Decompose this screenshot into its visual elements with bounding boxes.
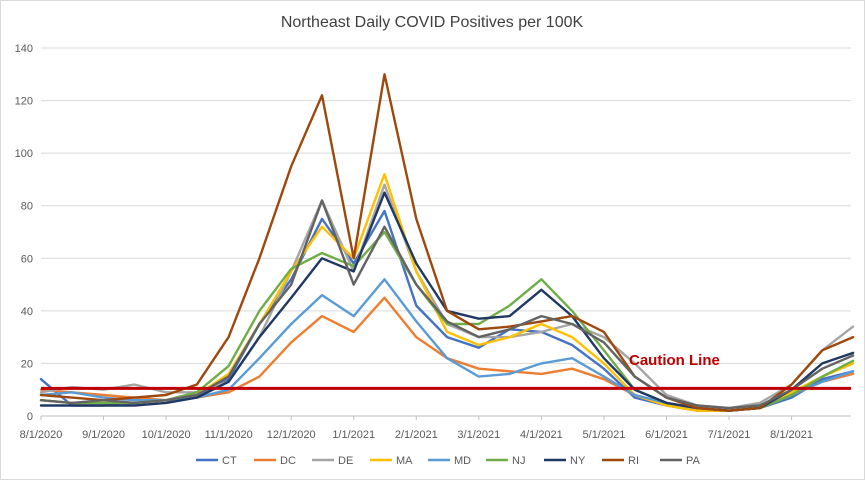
legend-label: PA	[686, 455, 701, 467]
series-lines	[39, 73, 855, 412]
y-tick-label: 80	[21, 201, 33, 213]
legend-label: DC	[280, 455, 296, 467]
legend-label: RI	[628, 455, 639, 467]
x-tick-label: 8/1/2021	[770, 429, 813, 441]
x-tick-label: 2/1/2021	[395, 429, 438, 441]
y-tick-label: 20	[21, 358, 33, 370]
series-line-ma	[39, 172, 855, 412]
x-tick-label: 12/1/2020	[267, 429, 316, 441]
series-line-ri	[39, 73, 855, 412]
y-tick-label: 100	[15, 148, 33, 160]
legend-item-ny: NY	[544, 455, 586, 467]
series-line-pa	[39, 199, 855, 410]
legend-item-pa: PA	[660, 455, 701, 467]
gridlines	[41, 47, 851, 417]
legend-label: MD	[454, 455, 471, 467]
x-tick-label: 7/1/2021	[708, 429, 751, 441]
legend-item-ri: RI	[602, 455, 639, 467]
x-tick-label: 8/1/2020	[20, 429, 63, 441]
legend-item-ma: MA	[370, 455, 413, 467]
caution-line-group: Caution Line	[41, 352, 851, 390]
chart-title: Northeast Daily COVID Positives per 100K	[281, 14, 584, 31]
legend-label: CT	[222, 455, 237, 467]
legend-label: NJ	[512, 455, 525, 467]
x-tick-label: 10/1/2020	[142, 429, 191, 441]
y-tick-label: 40	[21, 306, 33, 318]
y-axis-ticks: 0 20 40 60 80 100 120 140	[15, 43, 33, 423]
x-tick-label: 5/1/2021	[583, 429, 626, 441]
y-tick-label: 140	[15, 43, 33, 55]
x-tick-label: 9/1/2020	[82, 429, 125, 441]
y-tick-label: 120	[15, 96, 33, 108]
x-tick-label: 6/1/2021	[645, 429, 688, 441]
legend-label: DE	[338, 455, 353, 467]
caution-line-label: Caution Line	[629, 352, 720, 369]
legend-item-nj: NJ	[486, 455, 525, 467]
series-line-ny	[39, 191, 855, 412]
x-tick-label: 11/1/2020	[205, 429, 253, 441]
x-tick-label: 4/1/2021	[520, 429, 563, 441]
y-tick-label: 60	[21, 253, 33, 265]
legend-item-de: DE	[312, 455, 353, 467]
x-axis-ticks: 8/1/2020 9/1/2020 10/1/2020 11/1/2020 12/1/2…	[20, 415, 851, 441]
legend-label: NY	[570, 455, 586, 467]
x-tick-label: 1/1/2021	[332, 429, 375, 441]
series-line-de	[39, 183, 855, 410]
legend-label: MA	[396, 455, 413, 467]
legend: CT DC DE MA MD NJ NY RI PA	[196, 455, 701, 467]
y-tick-label: 0	[27, 411, 33, 423]
legend-item-dc: DC	[254, 455, 296, 467]
legend-item-ct: CT	[196, 455, 237, 467]
legend-item-md: MD	[428, 455, 471, 467]
x-tick-label: 3/1/2021	[457, 429, 500, 441]
series-line-dc	[39, 296, 855, 412]
